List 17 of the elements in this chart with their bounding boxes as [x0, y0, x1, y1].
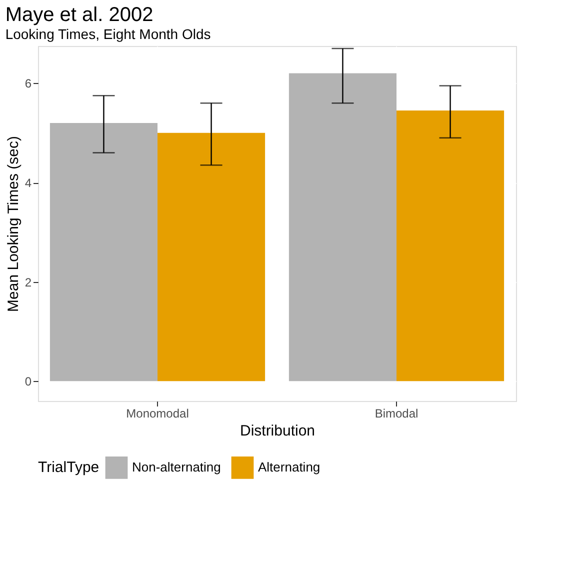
y-tick-label: 0 [24, 374, 32, 389]
x-tick-label: Bimodal [374, 406, 418, 420]
legend-title: TrialType [38, 459, 100, 476]
y-tick-label: 2 [24, 275, 32, 290]
bar [288, 73, 396, 382]
y-tick-label: 6 [24, 76, 32, 91]
bar [396, 110, 504, 382]
bar [158, 132, 266, 382]
x-axis-title: Distribution [240, 422, 316, 440]
y-axis-title: Mean Looking Times (sec) [4, 136, 22, 312]
x-tick-label: Monomodal [126, 406, 189, 420]
chart-title: Maye et al. 2002 [5, 4, 154, 26]
y-tick-label: 4 [24, 176, 32, 190]
legend-label: Alternating [258, 460, 320, 475]
legend-label: Non-alternating [132, 460, 221, 475]
bar [50, 122, 158, 382]
chart-subtitle: Looking Times, Eight Month Olds [5, 26, 211, 42]
